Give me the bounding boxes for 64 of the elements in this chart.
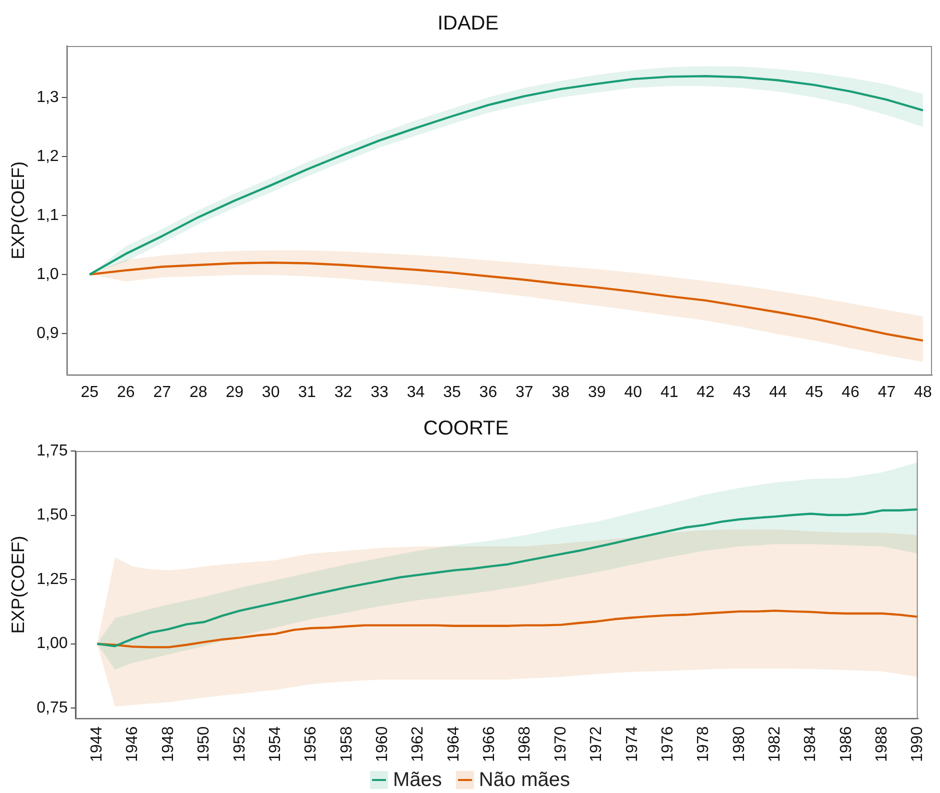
x-tick-label: 35 (443, 384, 461, 401)
x-tick-label: 27 (153, 384, 172, 401)
x-tick-label: 1950 (196, 726, 213, 762)
x-tick-label: 1988 (874, 726, 891, 762)
y-tick-label: 0,9 (36, 324, 59, 342)
x-tick-label: 47 (878, 384, 896, 401)
legend-label: Não mães (478, 768, 570, 792)
x-tick-label: 34 (406, 384, 425, 401)
x-tick-label: 1980 (730, 726, 748, 762)
x-tick-label: 1986 (838, 726, 855, 762)
x-tick-label: 1944 (88, 726, 106, 762)
y-tick-label: 1,1 (36, 206, 59, 224)
y-tick-label: 1,0 (36, 266, 59, 283)
chart-title: IDADE (437, 12, 499, 35)
y-tick-label: 1,3 (36, 88, 59, 106)
x-tick-label: 37 (516, 384, 534, 401)
y-tick-label: 1,50 (36, 506, 68, 524)
x-tick-label: 38 (552, 384, 570, 401)
x-tick-label: 39 (588, 384, 606, 401)
x-tick-label: 29 (226, 384, 244, 401)
x-tick-label: 1962 (410, 726, 427, 762)
x-tick-label: 1958 (338, 726, 356, 762)
x-tick-label: 43 (732, 384, 751, 401)
x-tick-label: 48 (914, 384, 932, 401)
x-tick-label: 1990 (909, 726, 926, 762)
chart-title: COORTE (423, 418, 509, 440)
x-tick-label: 1972 (588, 726, 606, 762)
x-tick-label: 1974 (624, 726, 641, 762)
x-tick-label: 42 (696, 384, 715, 401)
x-tick-label: 33 (370, 384, 388, 401)
x-tick-label: 1976 (659, 726, 676, 762)
x-tick-label: 1982 (766, 726, 784, 762)
x-tick-label: 41 (660, 384, 678, 401)
x-tick-label: 36 (479, 384, 498, 401)
x-tick-label: 28 (189, 384, 208, 401)
x-tick-label: 31 (298, 384, 316, 401)
y-axis-title: EXP(COEF) (8, 536, 28, 634)
y-axis-title: EXP(COEF) (8, 161, 28, 260)
x-tick-label: 1956 (302, 726, 320, 762)
x-tick-label: 40 (624, 384, 642, 401)
x-tick-label: 25 (80, 384, 99, 401)
x-tick-label: 1984 (802, 726, 820, 762)
x-tick-label: 1978 (695, 726, 712, 762)
x-tick-label: 45 (805, 384, 824, 401)
x-tick-label: 1946 (124, 726, 142, 762)
x-tick-label: 32 (334, 384, 352, 401)
x-tick-label: 30 (262, 384, 280, 401)
x-tick-label: 1952 (231, 726, 248, 762)
y-tick-label: 0,75 (36, 700, 68, 717)
x-tick-label: 46 (842, 384, 860, 401)
x-tick-label: 1948 (160, 726, 177, 762)
x-tick-label: 44 (769, 384, 788, 401)
y-tick-label: 1,25 (36, 570, 68, 588)
legend-label: Mães (392, 768, 442, 792)
x-tick-label: 26 (117, 384, 135, 401)
x-tick-label: 1968 (516, 726, 534, 762)
x-tick-label: 1954 (266, 726, 284, 762)
y-tick-label: 1,2 (36, 148, 59, 165)
x-tick-label: 1960 (374, 726, 391, 762)
x-tick-label: 1966 (481, 726, 498, 762)
y-tick-label: 1,75 (36, 442, 68, 460)
x-tick-label: 1964 (445, 726, 462, 762)
y-tick-label: 1,00 (36, 635, 68, 652)
x-tick-label: 1970 (552, 726, 570, 762)
